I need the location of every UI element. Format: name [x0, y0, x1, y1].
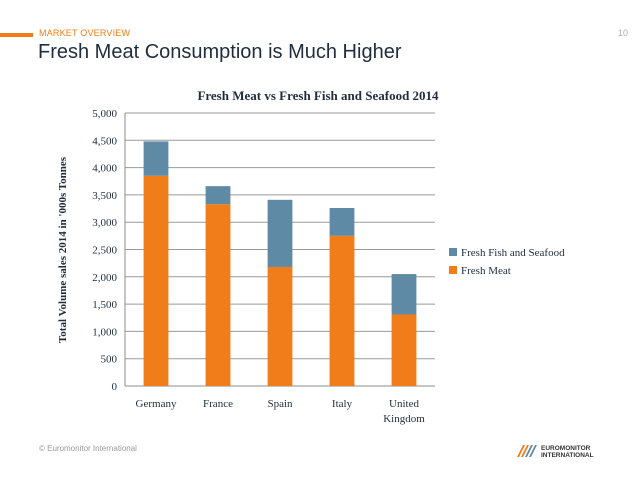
- x-tick-label: Germany: [136, 398, 177, 410]
- y-tick-label: 4,000: [92, 163, 117, 175]
- bar-fresh-meat-france: [205, 204, 231, 386]
- stacked-bar-chart: Fresh Meat vs Fresh Fish and Seafood 201…: [57, 88, 565, 425]
- x-tick-label: Kingdom: [383, 413, 425, 425]
- euromonitor-logo: EUROMONITOR INTERNATIONAL: [517, 445, 594, 459]
- logo-stripes-icon: [517, 445, 537, 457]
- bar-fresh-fish-and-seafood-germany: [143, 141, 169, 176]
- logo-line2: INTERNATIONAL: [541, 452, 594, 459]
- bar-fresh-meat-germany: [143, 175, 169, 386]
- x-tick-label: Spain: [267, 398, 293, 410]
- bar-fresh-meat-united-kingdom: [391, 314, 417, 386]
- chart-title: Fresh Meat vs Fresh Fish and Seafood 201…: [197, 88, 439, 103]
- x-tick-label: Italy: [332, 398, 353, 410]
- y-tick-label: 3,000: [92, 217, 117, 229]
- y-tick-label: 1,500: [92, 299, 117, 311]
- bar-fresh-meat-spain: [267, 266, 293, 386]
- x-tick-label: United: [389, 398, 419, 410]
- legend-label: Fresh Meat: [461, 265, 511, 277]
- legend-swatch: [449, 248, 457, 256]
- y-tick-label: 5,000: [92, 108, 117, 120]
- y-tick-label: 1,000: [92, 326, 117, 338]
- y-tick-label: 0: [112, 381, 118, 393]
- y-tick-label: 4,500: [92, 135, 117, 147]
- logo-line1: EUROMONITOR: [541, 445, 591, 452]
- bar-fresh-fish-and-seafood-spain: [267, 199, 293, 267]
- accent-bar: [0, 33, 33, 37]
- legend-swatch: [449, 266, 457, 274]
- page-title: Fresh Meat Consumption is Much Higher: [38, 41, 402, 63]
- section-label: MARKET OVERVIEW: [39, 28, 131, 38]
- x-tick-label: France: [203, 398, 233, 410]
- y-tick-label: 500: [101, 354, 118, 366]
- y-tick-label: 3,500: [92, 190, 117, 202]
- y-axis-label: Total Volume sales 2014 in '000s Tonnes: [57, 156, 69, 343]
- bar-fresh-fish-and-seafood-united-kingdom: [391, 274, 417, 315]
- y-tick-label: 2,000: [92, 272, 117, 284]
- bar-fresh-fish-and-seafood-france: [205, 186, 231, 205]
- y-tick-label: 2,500: [92, 245, 117, 257]
- footer-copyright: © Euromonitor International: [39, 444, 137, 453]
- bar-fresh-fish-and-seafood-italy: [329, 208, 355, 236]
- bar-fresh-meat-italy: [329, 235, 355, 386]
- legend-label: Fresh Fish and Seafood: [461, 247, 565, 259]
- page-number: 10: [617, 28, 628, 38]
